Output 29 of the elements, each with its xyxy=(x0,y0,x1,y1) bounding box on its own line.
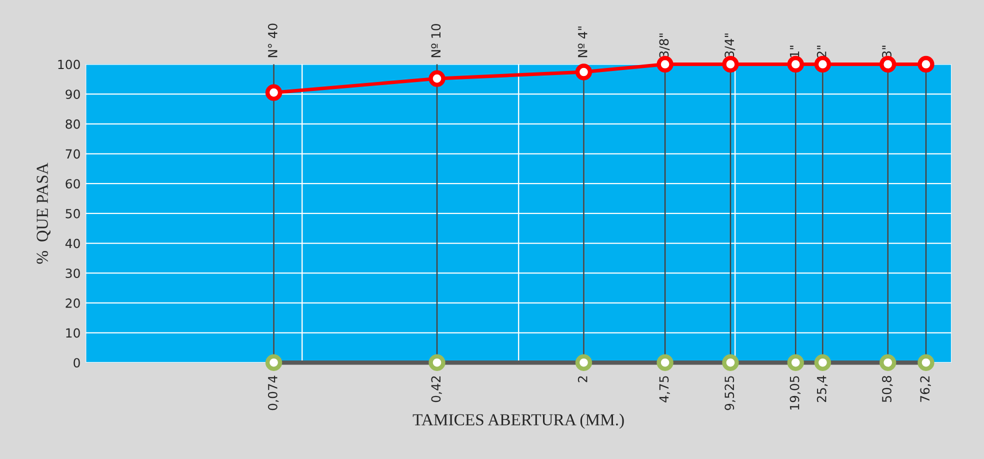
y-tick-label: 30 xyxy=(66,268,80,278)
text: 1" xyxy=(790,46,800,57)
x-tick-label: 2 xyxy=(578,376,588,382)
y-tick-label: 10 xyxy=(66,328,80,338)
y-tick-label: 50 xyxy=(66,208,80,218)
y-tick-label: 100 xyxy=(58,60,80,70)
text: 3" xyxy=(882,46,892,58)
text: 3/8" xyxy=(659,34,670,58)
y-tick-label: 0 xyxy=(74,358,80,368)
y-tick-label: 40 xyxy=(65,238,80,248)
text: N° 40 xyxy=(268,24,278,58)
text: Nº 4" xyxy=(578,26,588,58)
x-tick-label: 0,074 xyxy=(268,376,279,410)
y-tick-label: 70 xyxy=(66,149,80,159)
y-tick-label: 60 xyxy=(66,179,80,189)
x-tick-label: 19,05 xyxy=(790,376,801,410)
text: 3/4" xyxy=(724,34,736,58)
x-tick-label: 25,4 xyxy=(816,376,828,402)
x-tick-label: 76,2 xyxy=(920,376,931,402)
y-tick-label: 80 xyxy=(66,119,80,129)
y-tick-label: 90 xyxy=(66,90,80,100)
x-tick-label: 9,525 xyxy=(724,376,736,410)
y-axis-title: % QUE PASA xyxy=(36,162,50,264)
text: Nº 10 xyxy=(431,24,441,58)
y-tick-label: 20 xyxy=(66,298,80,308)
x-axis-title: TAMICES ABERTURA (MM.) xyxy=(412,414,624,429)
x-tick-label: 4,75 xyxy=(659,376,670,402)
x-tick-label: 0,42 xyxy=(431,376,442,402)
x-tick-label: 50,8 xyxy=(882,376,893,402)
